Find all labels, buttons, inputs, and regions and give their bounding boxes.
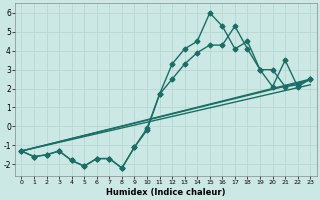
X-axis label: Humidex (Indice chaleur): Humidex (Indice chaleur) (106, 188, 226, 197)
